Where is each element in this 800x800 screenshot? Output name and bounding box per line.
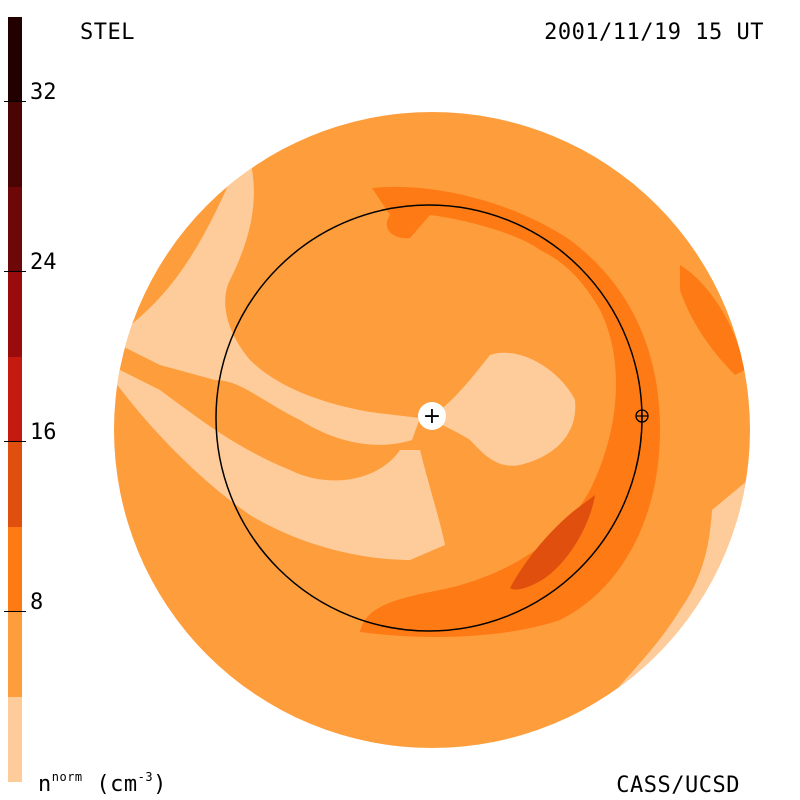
colorbar-segment bbox=[8, 697, 22, 782]
sun-marker-disc bbox=[418, 402, 446, 430]
sun-marker-icon: + bbox=[423, 404, 441, 429]
colorbar-tick-24 bbox=[4, 271, 26, 272]
low-density-arm-west bbox=[114, 160, 420, 445]
credit-label: CASS/UCSD bbox=[616, 773, 740, 798]
units-close: ) bbox=[153, 772, 167, 797]
colorbar-segment bbox=[8, 272, 22, 357]
colorbar-segment bbox=[8, 102, 22, 187]
colorbar bbox=[8, 17, 22, 782]
colorbar-label-16: 16 bbox=[30, 420, 57, 445]
colorbar-tick-32 bbox=[4, 101, 26, 102]
units-suffix: (cm bbox=[96, 772, 138, 797]
colorbar-tick-16 bbox=[4, 441, 26, 442]
colorbar-label-24: 24 bbox=[30, 250, 57, 275]
colorbar-tick-8 bbox=[4, 611, 26, 612]
units-base: n bbox=[38, 772, 52, 797]
medium-density-northeast bbox=[680, 265, 745, 375]
map-datetime: 2001/11/19 15 UT bbox=[544, 20, 764, 45]
colorbar-segment bbox=[8, 527, 22, 612]
colorbar-segment bbox=[8, 357, 22, 442]
units-label: nnorm (cm-3) bbox=[38, 770, 167, 797]
colorbar-segment bbox=[8, 442, 22, 527]
low-density-arm-southwest bbox=[114, 365, 445, 560]
units-exponent: -3 bbox=[137, 770, 154, 784]
colorbar-segment bbox=[8, 612, 22, 697]
low-density-arm-center bbox=[430, 352, 576, 466]
density-contours bbox=[114, 112, 750, 748]
high-density-core bbox=[510, 495, 595, 590]
colorbar-label-8: 8 bbox=[30, 590, 44, 615]
colorbar-segment bbox=[8, 187, 22, 272]
colorbar-label-32: 32 bbox=[30, 80, 57, 105]
map-title: STEL bbox=[80, 20, 135, 45]
colorbar-segment bbox=[8, 17, 22, 102]
units-superscript: norm bbox=[51, 770, 83, 784]
